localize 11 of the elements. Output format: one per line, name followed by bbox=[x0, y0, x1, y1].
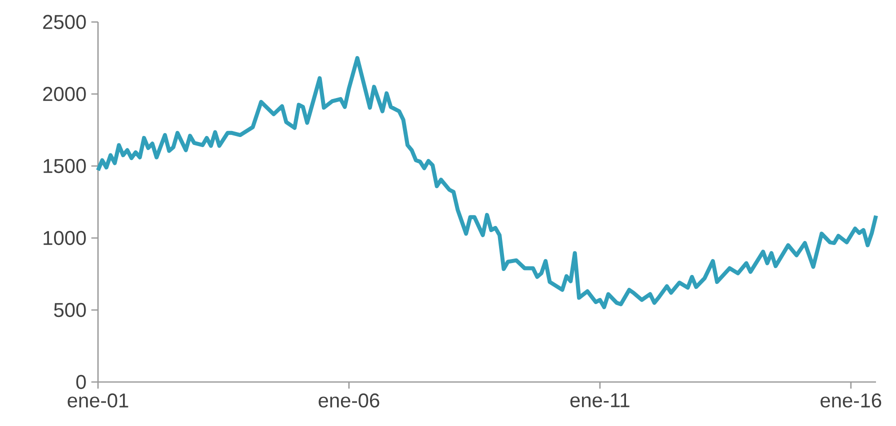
y-tick-label: 2500 bbox=[43, 14, 86, 30]
x-tick-label: ene-06 bbox=[318, 393, 380, 408]
y-tick-label: 1000 bbox=[44, 230, 86, 246]
line-series bbox=[96, 56, 878, 310]
y-tick-label: 2000 bbox=[43, 86, 86, 102]
x-tick-label: ene-01 bbox=[68, 393, 128, 408]
x-tick-label: ene-11 bbox=[570, 393, 630, 408]
x-tick-label: ene-16 bbox=[820, 393, 882, 408]
y-tick-label: 0 bbox=[76, 374, 86, 390]
y-tick-label: 500 bbox=[54, 302, 86, 318]
y-tick-label: 1500 bbox=[44, 158, 86, 174]
